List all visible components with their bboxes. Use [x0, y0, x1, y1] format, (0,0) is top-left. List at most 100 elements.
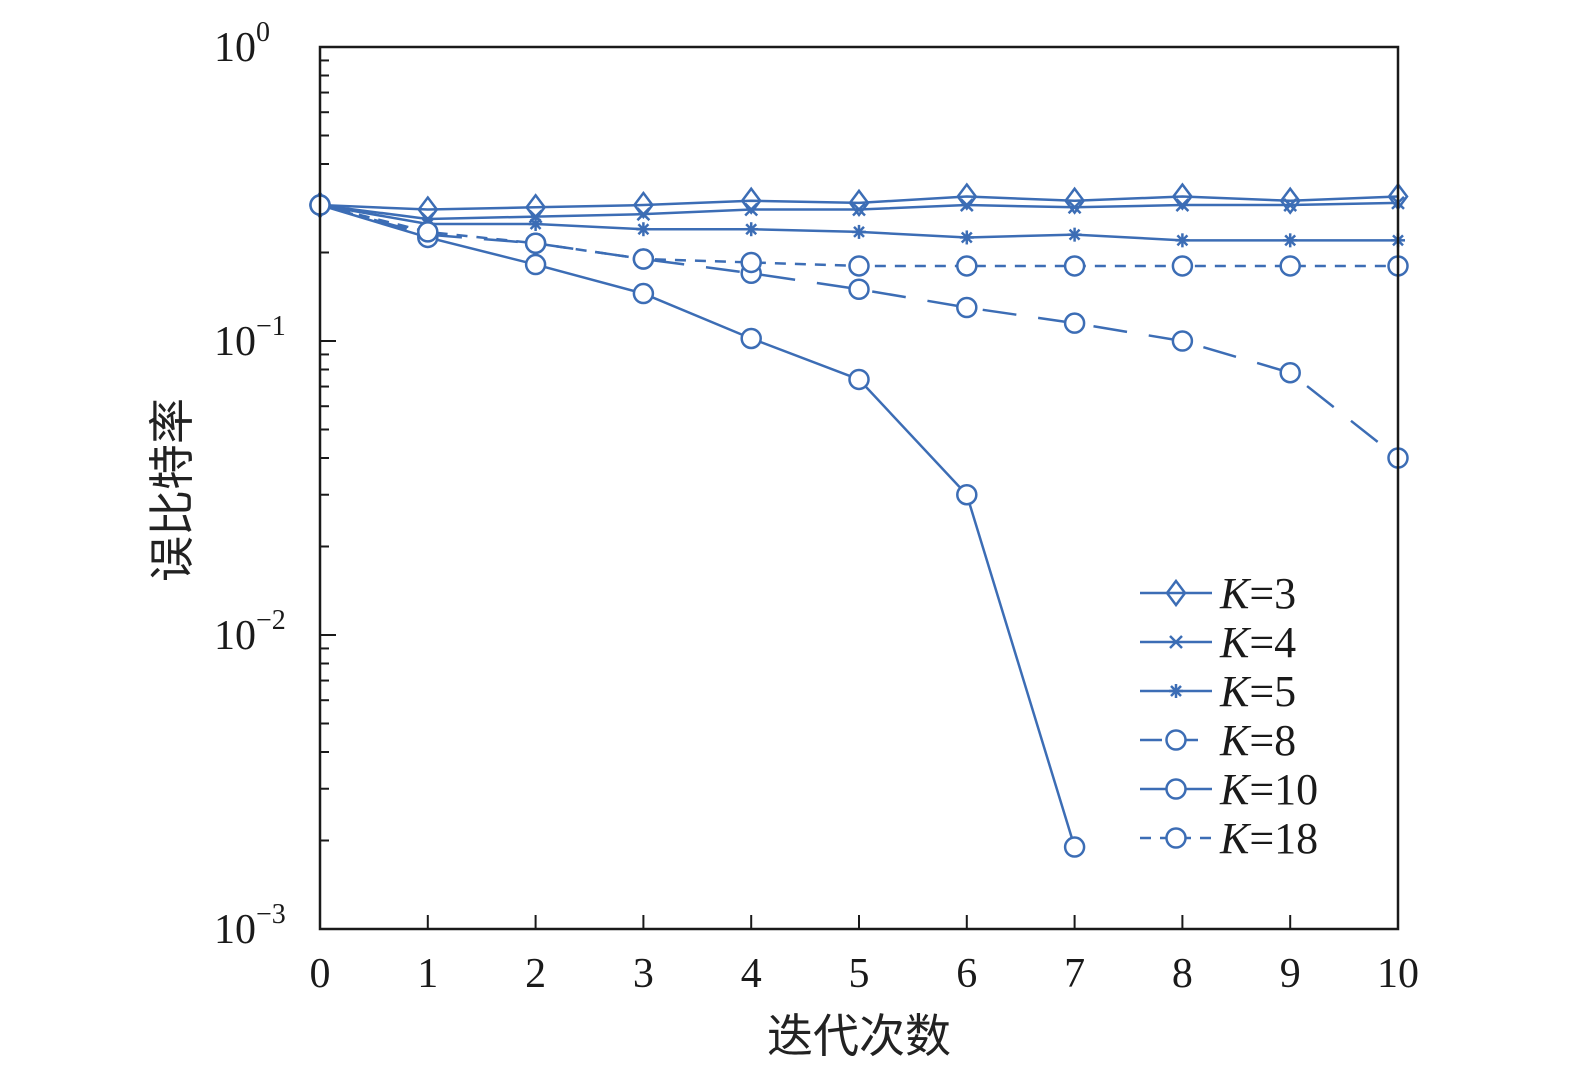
series-line [319, 203, 1076, 848]
plot-frame [318, 45, 1400, 931]
circle-marker [740, 327, 762, 350]
legend-label: K=5 [1219, 667, 1296, 716]
x-tick-label: 10 [1377, 951, 1419, 997]
y-tick-label: 10−3 [214, 899, 286, 953]
legend-value: =3 [1249, 569, 1296, 618]
legend-label: K=3 [1219, 569, 1296, 618]
legend-item: K=5 [1140, 667, 1296, 716]
x-marker [1067, 200, 1082, 215]
circle-marker [1165, 827, 1187, 849]
series-k-3 [309, 182, 1409, 224]
axis-ticks [320, 59, 1292, 929]
circle-marker [524, 253, 547, 276]
legend-value: =8 [1249, 716, 1296, 765]
legend-variable: K [1219, 814, 1252, 863]
diamond-marker [1171, 182, 1193, 211]
y-tick-base: 10 [214, 25, 256, 71]
circle-marker [740, 251, 762, 274]
x-axis-title: 迭代次数 [767, 1009, 951, 1063]
x-marker [959, 198, 974, 212]
series-k-10 [309, 194, 1086, 858]
x-tick-label: 6 [956, 951, 977, 997]
x-marker [852, 202, 866, 217]
x-marker [636, 207, 651, 222]
circle-marker [956, 296, 978, 319]
diamond-marker [1279, 186, 1301, 215]
circle-marker [1165, 778, 1187, 800]
x-tick-label: 3 [633, 951, 654, 997]
asterisk-marker [636, 222, 651, 237]
x-tick-label: 2 [525, 951, 546, 997]
legend-item: K=4 [1140, 618, 1296, 667]
x-tick-label: 1 [417, 951, 438, 997]
circle-marker [956, 255, 978, 277]
legend: K=3K=4K=5K=8K=10K=18 [1140, 569, 1318, 863]
circle-marker [524, 232, 547, 255]
x-marker [1283, 198, 1298, 212]
series-line [319, 203, 1399, 459]
circle-marker [1171, 255, 1194, 277]
circle-marker [1063, 255, 1086, 277]
circle-marker [1279, 361, 1301, 384]
diamond-marker [1165, 578, 1187, 608]
legend-variable: K [1219, 667, 1252, 716]
x-marker [1169, 635, 1183, 649]
asterisk-marker [1283, 233, 1298, 248]
legend-value: =18 [1249, 814, 1318, 863]
circle-marker [956, 483, 978, 506]
diamond-marker [1064, 186, 1086, 215]
x-tick-label: 7 [1064, 951, 1085, 997]
circle-marker [1279, 255, 1301, 277]
circle-marker [848, 368, 870, 391]
asterisk-marker [744, 222, 759, 237]
diamond-marker [956, 182, 978, 211]
asterisk-marker [959, 230, 974, 245]
y-tick-label: 10−2 [214, 605, 286, 659]
legend-item: K=8 [1140, 716, 1296, 765]
x-tick-label: 8 [1172, 951, 1193, 997]
y-tick-base: 10 [214, 319, 256, 365]
x-tick-label: 4 [741, 951, 762, 997]
y-tick-exponent: −3 [256, 899, 286, 930]
legend-value: =4 [1249, 618, 1296, 667]
legend-label: K=4 [1219, 618, 1296, 667]
circle-marker [417, 221, 439, 243]
asterisk-marker [852, 224, 866, 239]
circle-marker [632, 282, 655, 305]
y-axis-title: 误比特率 [145, 398, 199, 582]
asterisk-marker [528, 217, 543, 232]
y-tick-base: 10 [214, 613, 256, 659]
circle-marker [1165, 729, 1187, 751]
legend-label: K=18 [1219, 814, 1318, 863]
asterisk-marker [1175, 233, 1190, 248]
series-k-4 [313, 195, 1405, 226]
legend-item: K=18 [1140, 814, 1318, 863]
y-tick-label: 10−1 [214, 311, 286, 365]
x-marker [744, 202, 759, 217]
diamond-marker [740, 186, 762, 215]
circle-marker [1063, 312, 1086, 334]
x-tick-label: 0 [310, 951, 331, 997]
asterisk-marker [1067, 227, 1082, 242]
asterisk-marker [1169, 684, 1183, 698]
y-tick-exponent: −1 [256, 311, 286, 342]
legend-value: =5 [1249, 667, 1296, 716]
legend-label: K=8 [1219, 716, 1296, 765]
legend-variable: K [1219, 569, 1252, 618]
diamond-marker [848, 188, 870, 217]
y-tick-exponent: −2 [256, 605, 286, 636]
x-marker [1175, 198, 1190, 212]
legend-variable: K [1219, 765, 1252, 814]
y-tick-exponent: 0 [256, 17, 270, 48]
series-line [319, 195, 1399, 211]
legend-label: K=10 [1219, 765, 1318, 814]
legend-variable: K [1219, 716, 1252, 765]
circle-marker [632, 248, 655, 270]
legend-item: K=3 [1140, 569, 1296, 618]
legend-value: =10 [1249, 765, 1318, 814]
x-tick-label: 9 [1280, 951, 1301, 997]
legend-variable: K [1219, 618, 1252, 667]
circle-marker [848, 278, 870, 300]
